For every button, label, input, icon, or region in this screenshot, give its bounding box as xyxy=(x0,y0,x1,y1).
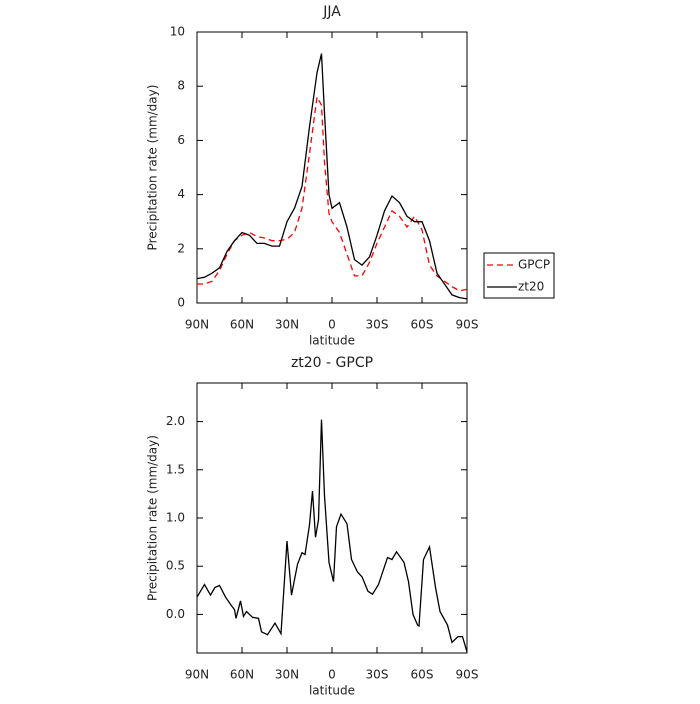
difference-line xyxy=(196,419,468,653)
x-tick-label: 90S xyxy=(456,318,479,332)
x-tick-label: 60N xyxy=(230,668,254,682)
y-tick-label: 0.0 xyxy=(166,607,185,621)
x-tick-label: 60S xyxy=(411,668,434,682)
y-axis-label: Precipitation rate (mm/day) xyxy=(146,85,160,251)
y-tick-label: 4 xyxy=(177,187,185,201)
x-tick-label: 60N xyxy=(230,318,254,332)
y-tick-label: 2 xyxy=(177,241,185,255)
x-tick-label: 90S xyxy=(456,668,479,682)
y-tick-label: 10 xyxy=(170,25,185,39)
chart-title: zt20 - GPCP xyxy=(291,355,373,371)
x-tick-label: 30N xyxy=(275,668,299,682)
y-tick-label: 1.0 xyxy=(166,511,185,525)
x-tick-label: 30S xyxy=(366,668,389,682)
x-tick-label: 30N xyxy=(275,318,299,332)
legend-box xyxy=(483,252,555,299)
legend-label: zt20 xyxy=(518,280,544,294)
y-tick-label: 1.5 xyxy=(166,462,185,476)
y-axis-label: Precipitation rate (mm/day) xyxy=(146,435,160,601)
x-tick-label: 0 xyxy=(328,318,336,332)
x-tick-label: 90N xyxy=(185,318,209,332)
x-axis-label: latitude xyxy=(309,684,355,698)
x-tick-label: 60S xyxy=(411,318,434,332)
y-tick-label: 0 xyxy=(177,296,185,310)
y-tick-label: 0.5 xyxy=(166,559,185,573)
series-line xyxy=(197,94,468,292)
y-tick-label: 2.0 xyxy=(166,414,185,428)
x-tick-label: 30S xyxy=(366,318,389,332)
series-line xyxy=(196,53,468,300)
plot-frame xyxy=(196,31,468,304)
chart-title: JJA xyxy=(322,4,341,20)
x-tick-label: 0 xyxy=(328,668,336,682)
y-tick-label: 6 xyxy=(177,133,185,147)
x-axis-label: latitude xyxy=(309,334,355,348)
y-tick-label: 8 xyxy=(177,79,185,93)
legend-label: GPCP xyxy=(518,258,550,272)
x-tick-label: 90N xyxy=(185,668,209,682)
